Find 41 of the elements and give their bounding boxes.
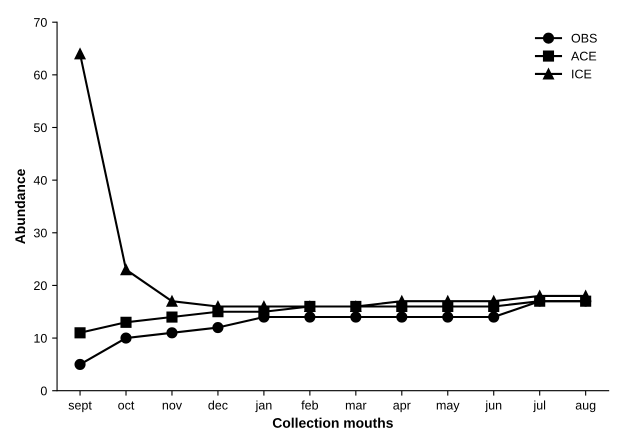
y-tick-label: 70 bbox=[34, 18, 47, 27]
x-tick-label: aug bbox=[576, 402, 596, 412]
y-tick-label: 10 bbox=[34, 334, 47, 343]
legend-label: ACE bbox=[571, 52, 596, 61]
point bbox=[396, 311, 408, 323]
x-tick-label: nov bbox=[162, 402, 182, 410]
x-tick-label: jun bbox=[485, 400, 502, 412]
legend-label: ICE bbox=[572, 70, 592, 78]
x-tick-label: jan bbox=[255, 400, 272, 412]
x-tick-label: sept bbox=[68, 401, 92, 412]
y-tick-label: 60 bbox=[34, 70, 47, 80]
point bbox=[350, 311, 362, 323]
point bbox=[120, 316, 132, 328]
x-axis-title: Collection mouths bbox=[272, 418, 393, 428]
point bbox=[166, 327, 178, 338]
point bbox=[488, 311, 500, 323]
x-tick-label: feb bbox=[301, 400, 318, 410]
y-tick-label: 20 bbox=[34, 281, 47, 290]
point bbox=[120, 264, 132, 276]
point bbox=[212, 322, 224, 334]
legend-label: OBS bbox=[572, 34, 597, 43]
y-tick-label: 50 bbox=[34, 123, 47, 132]
x-tick-label: apr bbox=[393, 402, 411, 412]
point bbox=[120, 332, 132, 344]
point bbox=[442, 311, 454, 323]
point bbox=[74, 48, 86, 60]
x-tick-label: oct bbox=[118, 401, 134, 410]
x-tick-label: jul bbox=[533, 400, 546, 412]
point bbox=[304, 311, 316, 323]
point bbox=[488, 296, 500, 307]
x-tick-label: dec bbox=[208, 400, 228, 410]
y-axis-title: Abundance bbox=[14, 169, 26, 244]
point bbox=[74, 358, 86, 370]
point bbox=[166, 311, 178, 323]
point bbox=[166, 296, 178, 307]
y-tick-label: 0 bbox=[40, 386, 47, 396]
y-tick-label: 40 bbox=[34, 176, 47, 185]
x-tick-label: mar bbox=[346, 402, 366, 410]
y-tick-label: 30 bbox=[34, 228, 47, 238]
point bbox=[74, 327, 86, 338]
x-tick-label: may bbox=[436, 402, 460, 412]
